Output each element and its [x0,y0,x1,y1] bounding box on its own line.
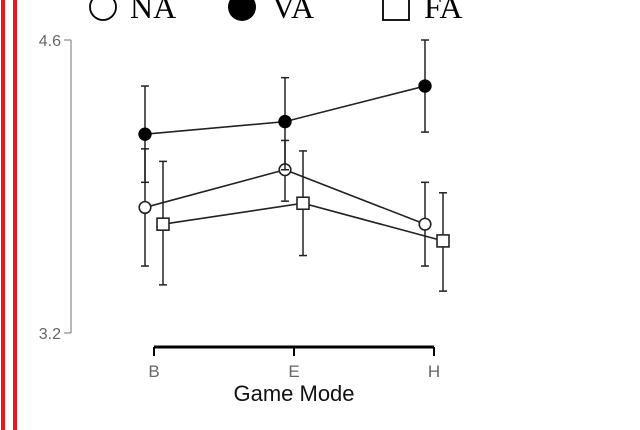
point-va-e [278,114,292,129]
x-tick-label-h: H [428,362,440,381]
legend-label-na: NA [130,0,176,25]
point-va-h [418,79,432,93]
point-na-b [138,200,152,215]
series-fa [156,150,450,292]
legend: NA VA FA [89,0,463,25]
legend-marker-fa [382,0,410,21]
legend-marker-va [228,0,256,21]
y-axis: 3.2 4.6 [39,33,72,343]
left-border-frame [1,0,17,430]
legend-label-va: VA [272,0,314,25]
y-tick-label-1: 4.6 [39,33,61,50]
x-tick-label-e: E [288,362,299,381]
series-layer [138,39,450,292]
point-fa-e [296,196,310,211]
series-va [138,39,432,184]
point-va-b [138,127,152,141]
point-fa-b [156,217,170,231]
y-tick-label-0: 3.2 [39,326,61,343]
legend-marker-na [89,0,117,21]
x-tick-label-b: B [148,362,159,381]
legend-label-fa: FA [424,0,463,25]
point-na-h [418,217,432,231]
point-fa-h [436,234,450,248]
x-axis-title: Game Mode [233,381,354,406]
